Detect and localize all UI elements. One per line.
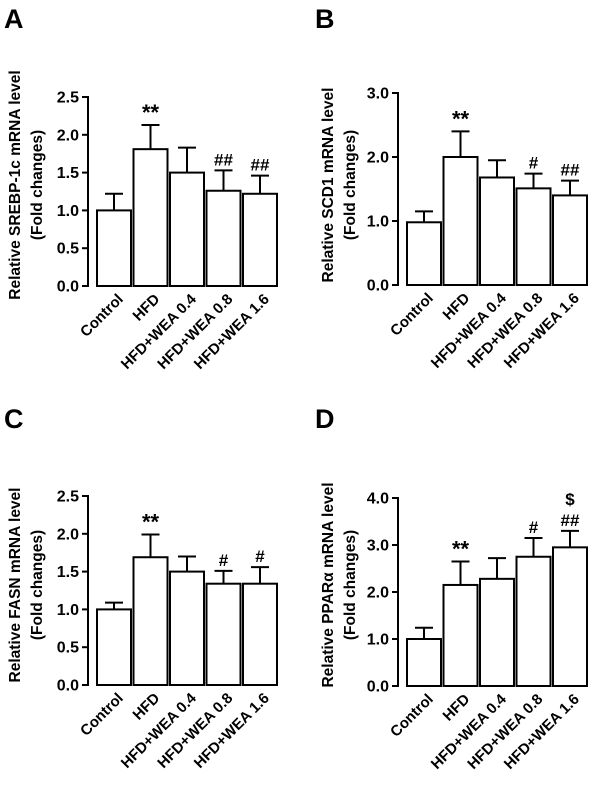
panel-b-significance-label: ## <box>561 161 580 180</box>
panel-b-bar <box>479 176 515 286</box>
panel-c-significance-label: # <box>219 551 229 570</box>
panel-c-bar <box>96 608 132 687</box>
panel-c-ytick-label: 0.5 <box>57 640 79 657</box>
panel-b-bar <box>515 187 552 286</box>
panel-a-ytick-label: 0.0 <box>57 279 79 296</box>
panel-b-bar <box>406 221 442 286</box>
panel-d-letter: D <box>315 404 335 434</box>
panel-c-bar <box>132 556 169 687</box>
panel-b-letter: B <box>315 4 335 34</box>
panel-a-significance-label: ## <box>214 150 233 169</box>
panel-a-bar <box>242 192 278 288</box>
panel-c-letter: C <box>4 404 24 434</box>
panel-a-ytick-label: 1.0 <box>57 203 79 220</box>
panel-a-bar <box>169 171 205 288</box>
panel-a-bar <box>132 148 169 287</box>
panel-d-ylabel-line2: (Fold changes) <box>342 530 359 640</box>
panel-c-category-label: Control <box>77 690 127 740</box>
panel-a: A Relative SREBP-1c mRNA level (Fold cha… <box>4 4 278 373</box>
panel-c-ylabel-line2: (Fold changes) <box>29 530 46 640</box>
panel-c-ytick-label: 2.5 <box>57 489 79 506</box>
panel-b-bar <box>552 194 588 286</box>
panel-d-bar <box>552 546 588 687</box>
panel-d-bar <box>406 638 442 687</box>
panel-d-ytick-label: 4.0 <box>367 491 389 508</box>
panel-c-bar <box>205 582 242 686</box>
panel-b-ylabel-line2: (Fold changes) <box>342 130 359 240</box>
panel-b-ytick-label: 1.0 <box>367 214 389 231</box>
panel-d-significance-label: $ <box>565 490 575 509</box>
panel-d-ytick-label: 3.0 <box>367 538 389 555</box>
panel-b: B Relative SCD1 mRNA level (Fold changes… <box>315 4 588 372</box>
panel-b-bar <box>442 156 479 286</box>
panel-c-ytick-label: 2.0 <box>57 526 79 543</box>
panel-d-significance-label: ## <box>561 511 580 530</box>
panel-b-ytick-label: 2.0 <box>367 150 389 167</box>
panel-b-significance-label: # <box>529 154 539 173</box>
panel-b-significance-label: ** <box>452 106 470 131</box>
panel-a-ytick-label: 2.5 <box>57 90 79 107</box>
panel-a-bar <box>96 209 132 287</box>
panel-a-ytick-label: 0.5 <box>57 241 79 258</box>
panel-a-letter: A <box>4 4 24 34</box>
panel-b-ytick-label: 0.0 <box>367 278 389 295</box>
panel-b-ylabel-line1: Relative SCD1 mRNA level <box>320 88 337 283</box>
panel-a-ylabel-line2: (Fold changes) <box>29 130 46 240</box>
panel-d-significance-label: # <box>529 518 539 537</box>
panel-d: D Relative PPARα mRNA level (Fold change… <box>315 404 588 773</box>
panel-c-significance-label: ** <box>142 510 160 535</box>
panel-d-category-label: Control <box>387 691 437 741</box>
panel-b-ytick-label: 3.0 <box>367 86 389 103</box>
panel-c-ytick-label: 1.0 <box>57 602 79 619</box>
panel-a-ytick-label: 2.0 <box>57 127 79 144</box>
panel-a-ylabel-line1: Relative SREBP-1c mRNA level <box>7 70 24 299</box>
panel-b-category-label: Control <box>387 290 437 340</box>
panel-d-bar <box>479 577 515 688</box>
panel-a-category-label: Control <box>77 291 127 341</box>
panel-d-ytick-label: 0.0 <box>367 679 389 696</box>
panel-d-significance-label: ** <box>452 536 470 561</box>
panel-d-ylabel-line1: Relative PPARα mRNA level <box>320 482 337 687</box>
panel-d-ytick-label: 1.0 <box>367 632 389 649</box>
panel-d-ytick-label: 2.0 <box>367 585 389 602</box>
panel-a-ytick-label: 1.5 <box>57 165 79 182</box>
panel-c-bar <box>169 570 205 686</box>
panel-d-bar <box>442 583 479 688</box>
panel-c-significance-label: # <box>255 547 265 566</box>
panel-c-ylabel-line1: Relative FASN mRNA level <box>7 488 24 683</box>
panel-a-significance-label: ** <box>142 100 160 125</box>
panel-c-bar <box>242 582 278 686</box>
panel-c-ytick-label: 0.0 <box>57 678 79 695</box>
panel-a-bar <box>205 189 242 287</box>
panel-c: C Relative FASN mRNA level (Fold changes… <box>4 404 278 772</box>
panel-a-significance-label: ## <box>251 156 270 175</box>
panel-c-ytick-label: 1.5 <box>57 564 79 581</box>
panel-d-bar <box>515 555 552 687</box>
